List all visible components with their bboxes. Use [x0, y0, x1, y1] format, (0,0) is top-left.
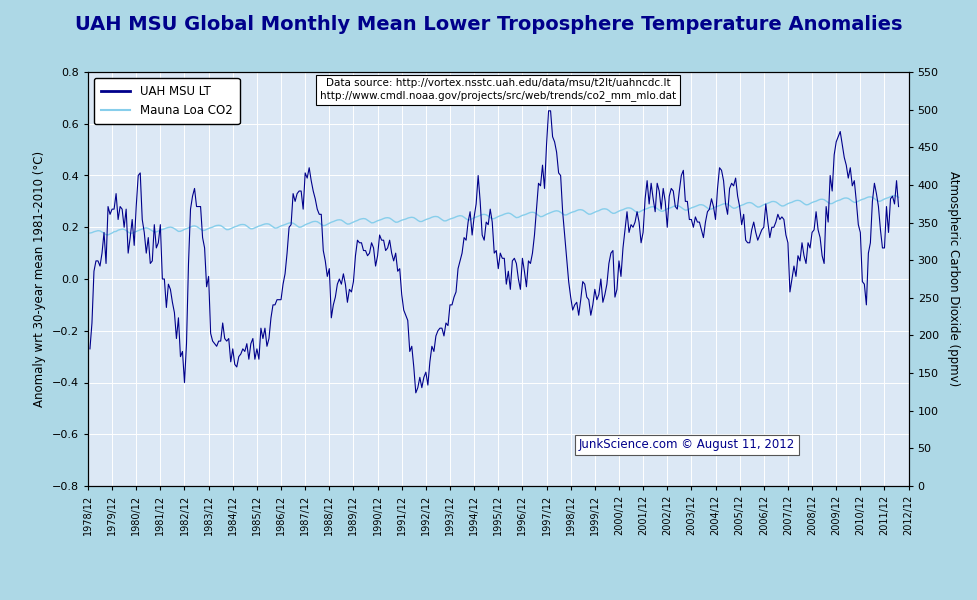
Y-axis label: Anomaly wrt 30-year mean 1981-2010 (°C): Anomaly wrt 30-year mean 1981-2010 (°C) — [33, 151, 46, 407]
Text: Data source: http://vortex.nsstc.uah.edu/data/msu/t2lt/uahncdc.lt
http://www.cmd: Data source: http://vortex.nsstc.uah.edu… — [320, 78, 676, 101]
Y-axis label: Atmospheric Carbon Dioxide (ppmv): Atmospheric Carbon Dioxide (ppmv) — [947, 172, 959, 386]
Legend: UAH MSU LT, Mauna Loa CO2: UAH MSU LT, Mauna Loa CO2 — [94, 78, 239, 124]
Text: JunkScience.com © August 11, 2012: JunkScience.com © August 11, 2012 — [579, 438, 795, 451]
Text: UAH MSU Global Monthly Mean Lower Troposphere Temperature Anomalies: UAH MSU Global Monthly Mean Lower Tropos… — [75, 15, 902, 34]
